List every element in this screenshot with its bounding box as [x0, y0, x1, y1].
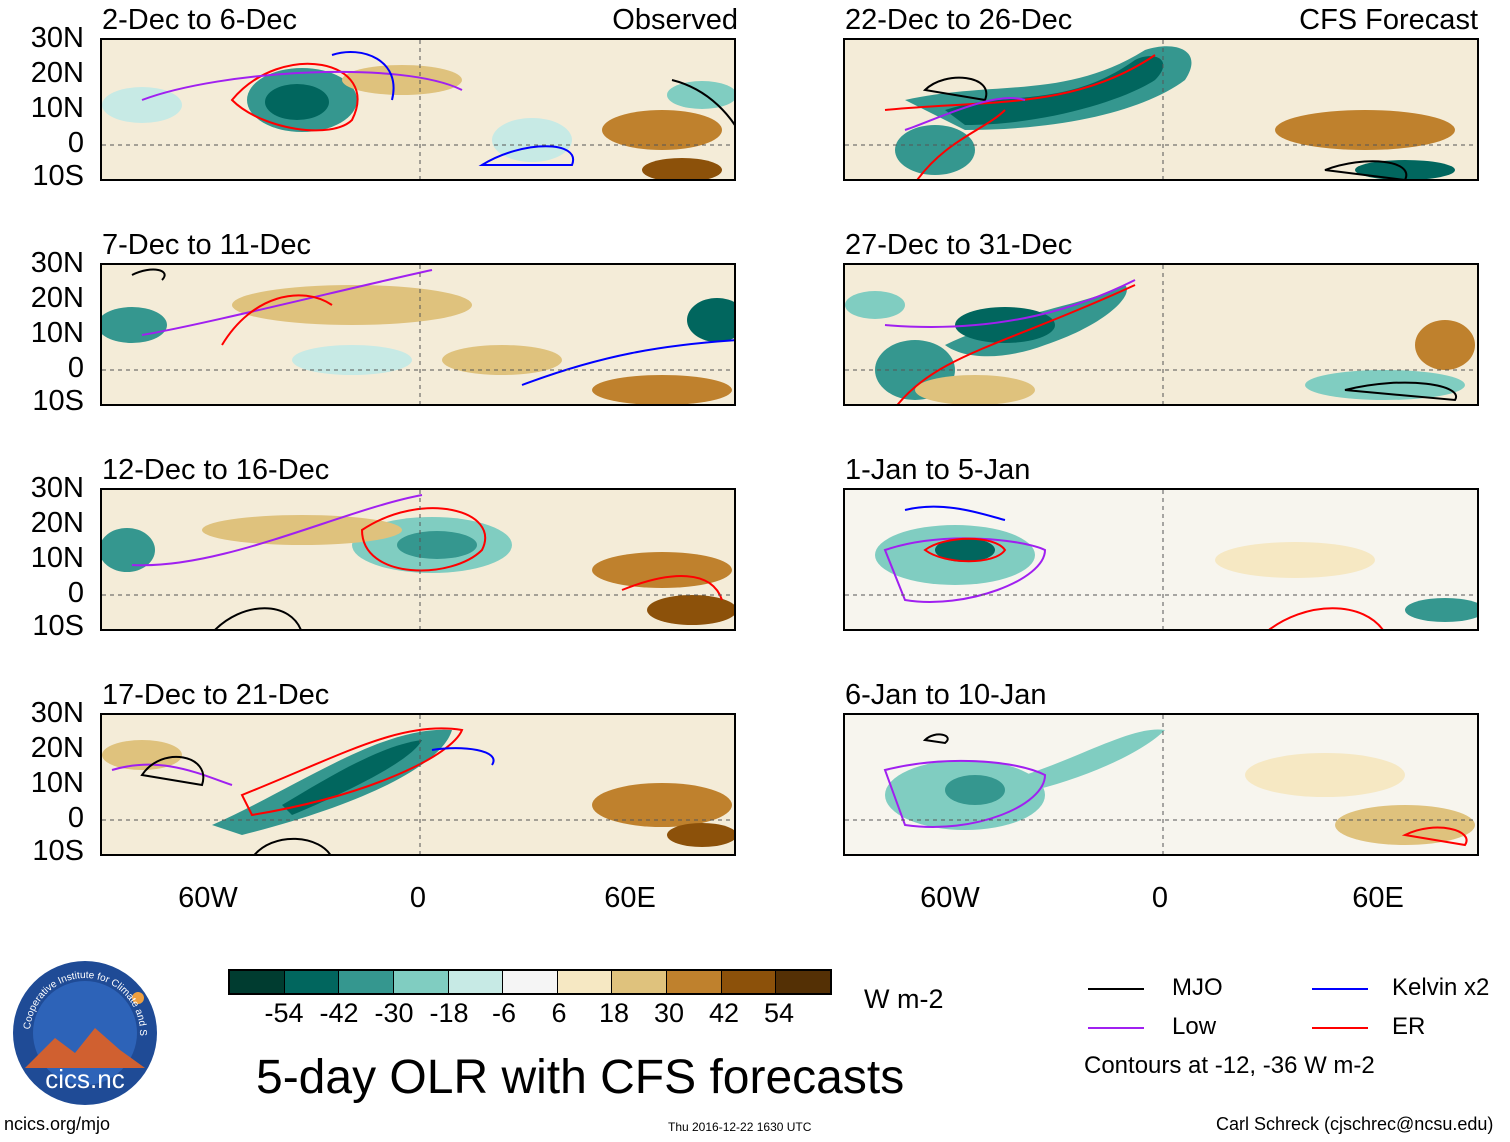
colorbar-swatch	[557, 971, 613, 993]
colorbar-swatch	[612, 971, 668, 993]
footer-credit: Carl Schreck (cjschrec@ncsu.edu)	[1216, 1114, 1494, 1134]
x-tick: 60W	[178, 882, 238, 914]
legend-er-label: ER	[1392, 1013, 1426, 1040]
y-tick: 30N	[30, 472, 84, 504]
panel-title: 1-Jan to 5-Jan	[845, 454, 1031, 486]
y-tick: 0	[67, 577, 84, 609]
legend-mjo-line	[1088, 988, 1144, 990]
colorbar-swatch	[393, 971, 449, 993]
colorbar	[228, 969, 832, 995]
y-tick: 10N	[30, 767, 84, 799]
legend-kelvin-label: Kelvin x2	[1392, 974, 1490, 1001]
legend-low-label: Low	[1172, 1013, 1217, 1040]
map-panel-6	[843, 263, 1479, 406]
colorbar-label: -30	[374, 998, 414, 1028]
legend-low-line	[1088, 1027, 1144, 1029]
colorbar-units: W m-2	[864, 984, 944, 1014]
panel-title: 27-Dec to 31-Dec	[845, 229, 1073, 261]
y-tick: 0	[67, 352, 84, 384]
y-tick: 30N	[30, 697, 84, 729]
y-tick: 10N	[30, 92, 84, 124]
y-tick: 10S	[32, 160, 84, 192]
colorbar-label: 6	[551, 998, 567, 1028]
colorbar-swatch	[230, 971, 285, 993]
y-tick: 20N	[30, 282, 84, 314]
colorbar-label: -54	[264, 998, 304, 1028]
y-tick: 10N	[30, 542, 84, 574]
map-panel-8	[843, 713, 1479, 856]
x-tick: 0	[409, 882, 427, 914]
y-tick: 20N	[30, 57, 84, 89]
legend-kelvin-line	[1312, 988, 1368, 990]
x-tick: 60W	[920, 882, 980, 914]
map-panel-4	[100, 713, 736, 856]
y-tick: 0	[67, 127, 84, 159]
x-tick: 60E	[1352, 882, 1404, 914]
legend-note: Contours at -12, -36 W m-2	[1084, 1052, 1375, 1079]
y-tick: 10S	[32, 385, 84, 417]
colorbar-swatch	[339, 971, 394, 993]
colorbar-label: 42	[708, 998, 740, 1028]
panel-title: 7-Dec to 11-Dec	[102, 229, 311, 261]
map-panel-2	[100, 263, 736, 406]
colorbar-label: -6	[491, 998, 516, 1028]
footer-timestamp: Thu 2016-12-22 1630 UTC	[668, 1120, 812, 1134]
y-tick: 0	[67, 802, 84, 834]
panel-title: 12-Dec to 16-Dec	[102, 454, 330, 486]
y-tick: 20N	[30, 507, 84, 539]
colorbar-label: -18	[429, 998, 469, 1028]
colorbar-swatch	[284, 971, 340, 993]
colorbar-label: 54	[763, 998, 795, 1028]
legend-mjo-label: MJO	[1172, 974, 1223, 1001]
main-title: 5-day OLR with CFS forecasts	[256, 1051, 905, 1104]
panel-title: 6-Jan to 10-Jan	[845, 679, 1047, 711]
logo-text: cics.nc	[45, 1064, 124, 1094]
colorbar-swatch	[721, 971, 777, 993]
x-tick: 60E	[604, 882, 656, 914]
panel-title: 22-Dec to 26-Dec	[845, 4, 1073, 36]
panel-tag-observed: Observed	[612, 4, 738, 36]
y-tick: 20N	[30, 732, 84, 764]
footer-link[interactable]: ncics.org/mjo	[4, 1114, 111, 1134]
y-tick: 30N	[30, 247, 84, 279]
y-tick: 30N	[30, 22, 84, 54]
map-panel-3	[100, 488, 736, 631]
panel-title: 17-Dec to 21-Dec	[102, 679, 330, 711]
colorbar-label: -42	[319, 998, 359, 1028]
map-panel-7	[843, 488, 1479, 631]
y-tick: 10S	[32, 610, 84, 642]
panel-tag-forecast: CFS Forecast	[1299, 4, 1478, 36]
colorbar-label: 18	[598, 998, 630, 1028]
colorbar-swatch	[448, 971, 504, 993]
map-panel-1	[100, 38, 736, 181]
colorbar-swatch	[776, 971, 831, 993]
panel-title: 2-Dec to 6-Dec	[102, 4, 298, 36]
legend-er-line	[1312, 1027, 1368, 1029]
y-tick: 10S	[32, 835, 84, 867]
colorbar-swatch	[667, 971, 722, 993]
x-tick: 0	[1151, 882, 1169, 914]
colorbar-label: 30	[653, 998, 685, 1028]
y-tick: 10N	[30, 317, 84, 349]
cics-logo: Cooperative Institute for Climate and Sa…	[7, 950, 160, 1108]
colorbar-swatch	[503, 971, 558, 993]
map-panel-5	[843, 38, 1479, 181]
